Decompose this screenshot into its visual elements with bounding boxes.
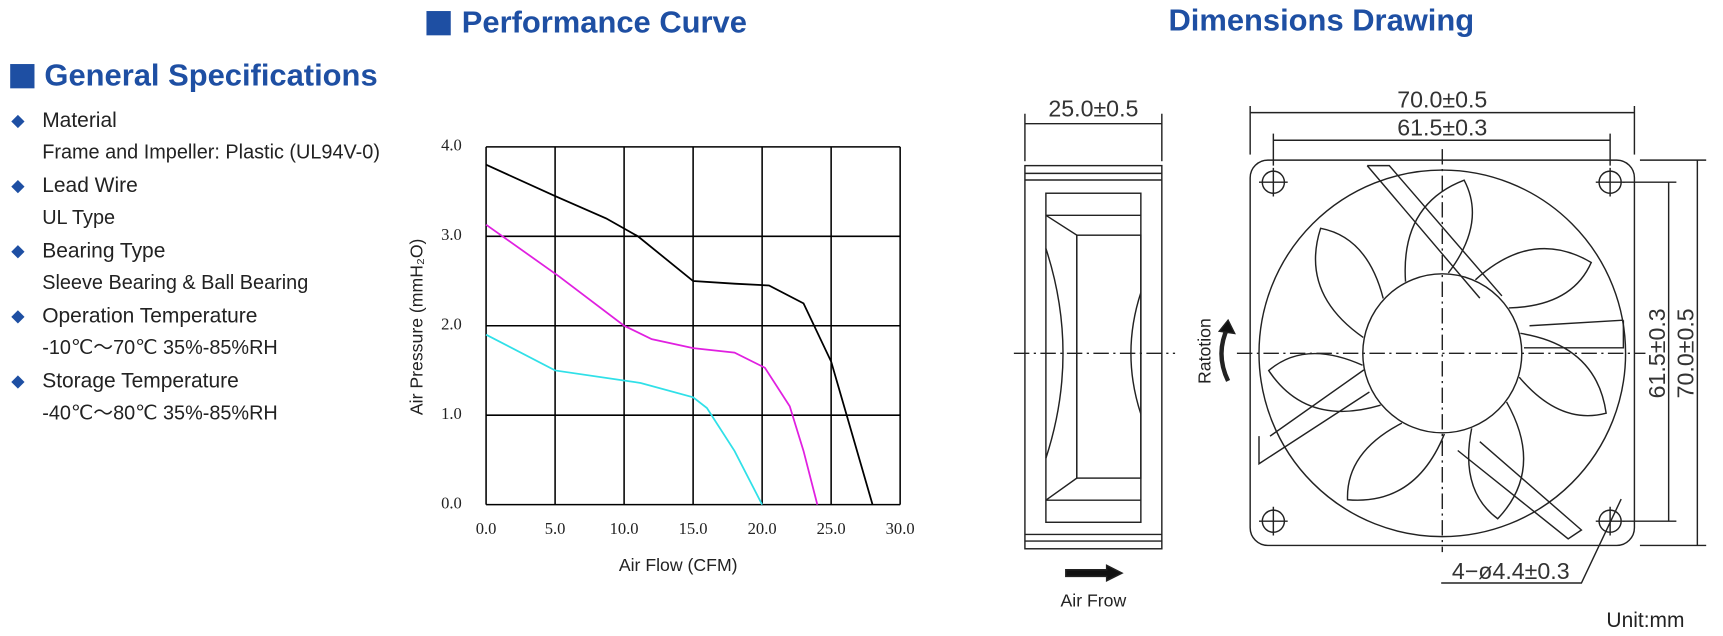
fan-blade	[1518, 332, 1607, 417]
x-tick-label: 5.0	[545, 519, 566, 538]
hole-spacing-dimension: 61.5±0.3	[1397, 114, 1487, 140]
height-dimension: 70.0±0.5	[1673, 308, 1699, 398]
y-tick-label: 2.0	[441, 315, 462, 334]
holes-dimension: 4−ø4.4±0.3	[1452, 558, 1570, 584]
bullet	[11, 375, 25, 389]
curve	[485, 223, 819, 505]
drawing-polyline	[1441, 498, 1622, 584]
unit-label: Unit:mm	[1606, 609, 1684, 632]
spec-value: Frame and Impeller: Plastic (UL94V-0)	[42, 142, 380, 164]
drawing-polyline	[1045, 214, 1078, 501]
x-tick-label: 0.0	[476, 519, 497, 538]
title-icon	[10, 64, 35, 89]
x-tick-label: 10.0	[610, 519, 639, 538]
bullet	[11, 245, 25, 259]
drawing-path	[1217, 318, 1236, 335]
drawing-path	[1524, 319, 1625, 349]
front-view	[1217, 106, 1707, 584]
drawing-rect	[1045, 192, 1142, 523]
y-tick-label: 1.0	[441, 404, 462, 423]
spec-title: General Specifications	[44, 57, 377, 92]
title-icon	[426, 11, 451, 36]
x-tick-label: 15.0	[679, 519, 708, 538]
y-axis-label: Air Pressure (mmH₂O)	[406, 239, 426, 416]
rotation-label: Ratotion	[1195, 318, 1215, 384]
drawing-path	[1258, 369, 1370, 466]
drawing-path	[1366, 164, 1503, 299]
bullet	[11, 114, 25, 129]
y-tick-label: 4.0	[441, 136, 462, 155]
spec-list: Material Frame and Impeller: Plastic (UL9…	[11, 109, 380, 424]
spec-value: -10℃～70℃ 35%-85%RH	[42, 337, 278, 359]
spec-label: Bearing Type	[42, 239, 165, 262]
fan-blade	[1474, 247, 1593, 309]
depth-dimension: 25.0±0.5	[1048, 96, 1138, 122]
fan-blade	[1467, 401, 1525, 520]
y-tick-label: 0.0	[441, 493, 462, 512]
spec-label: Storage Temperature	[42, 370, 239, 393]
y-tick-label: 3.0	[441, 225, 462, 244]
dimensions-drawing: Dimensions Drawing 25.0±0.5 Air Frow	[1013, 2, 1707, 632]
specifications: General Specifications Material Frame and…	[10, 57, 380, 424]
spec-label: Operation Temperature	[42, 304, 257, 327]
bullet	[11, 179, 25, 194]
x-tick-label: 20.0	[748, 519, 777, 538]
performance-curve: Performance Curve Air Flow (CFM) Air Pre…	[406, 4, 914, 575]
drawing-path	[1065, 564, 1124, 582]
drawing-rect	[1024, 164, 1163, 550]
title-icon	[1132, 9, 1156, 33]
spec-value: Sleeve Bearing & Ball Bearing	[42, 272, 308, 294]
drawing-path	[1457, 441, 1583, 540]
x-tick-label: 25.0	[817, 519, 846, 538]
spec-value: UL Type	[42, 207, 115, 229]
airflow-label: Air Frow	[1061, 590, 1127, 610]
curve	[485, 163, 874, 505]
bullet	[11, 310, 25, 324]
fan-blade	[1314, 227, 1384, 339]
drawing-path	[1045, 248, 1064, 459]
drawing-title: Dimensions Drawing	[1168, 2, 1474, 37]
x-tick-label: 30.0	[886, 519, 915, 538]
drawing-rect	[1076, 234, 1142, 479]
spec-label: Material	[42, 109, 117, 132]
side-view	[1013, 113, 1176, 582]
hole-spacing-vertical: 61.5±0.3	[1644, 308, 1670, 398]
fan-blade	[1346, 422, 1446, 501]
chart-title: Performance Curve	[462, 4, 747, 39]
fan-blade	[1267, 352, 1381, 413]
fan-blade	[1404, 179, 1474, 282]
x-axis-label: Air Flow (CFM)	[619, 555, 738, 575]
curve	[485, 333, 763, 506]
width-dimension: 70.0±0.5	[1397, 87, 1487, 113]
spec-label: Lead Wire	[42, 174, 138, 197]
spec-value: -40℃～80℃ 35%-85%RH	[42, 402, 278, 424]
drawing-path	[1219, 325, 1231, 382]
